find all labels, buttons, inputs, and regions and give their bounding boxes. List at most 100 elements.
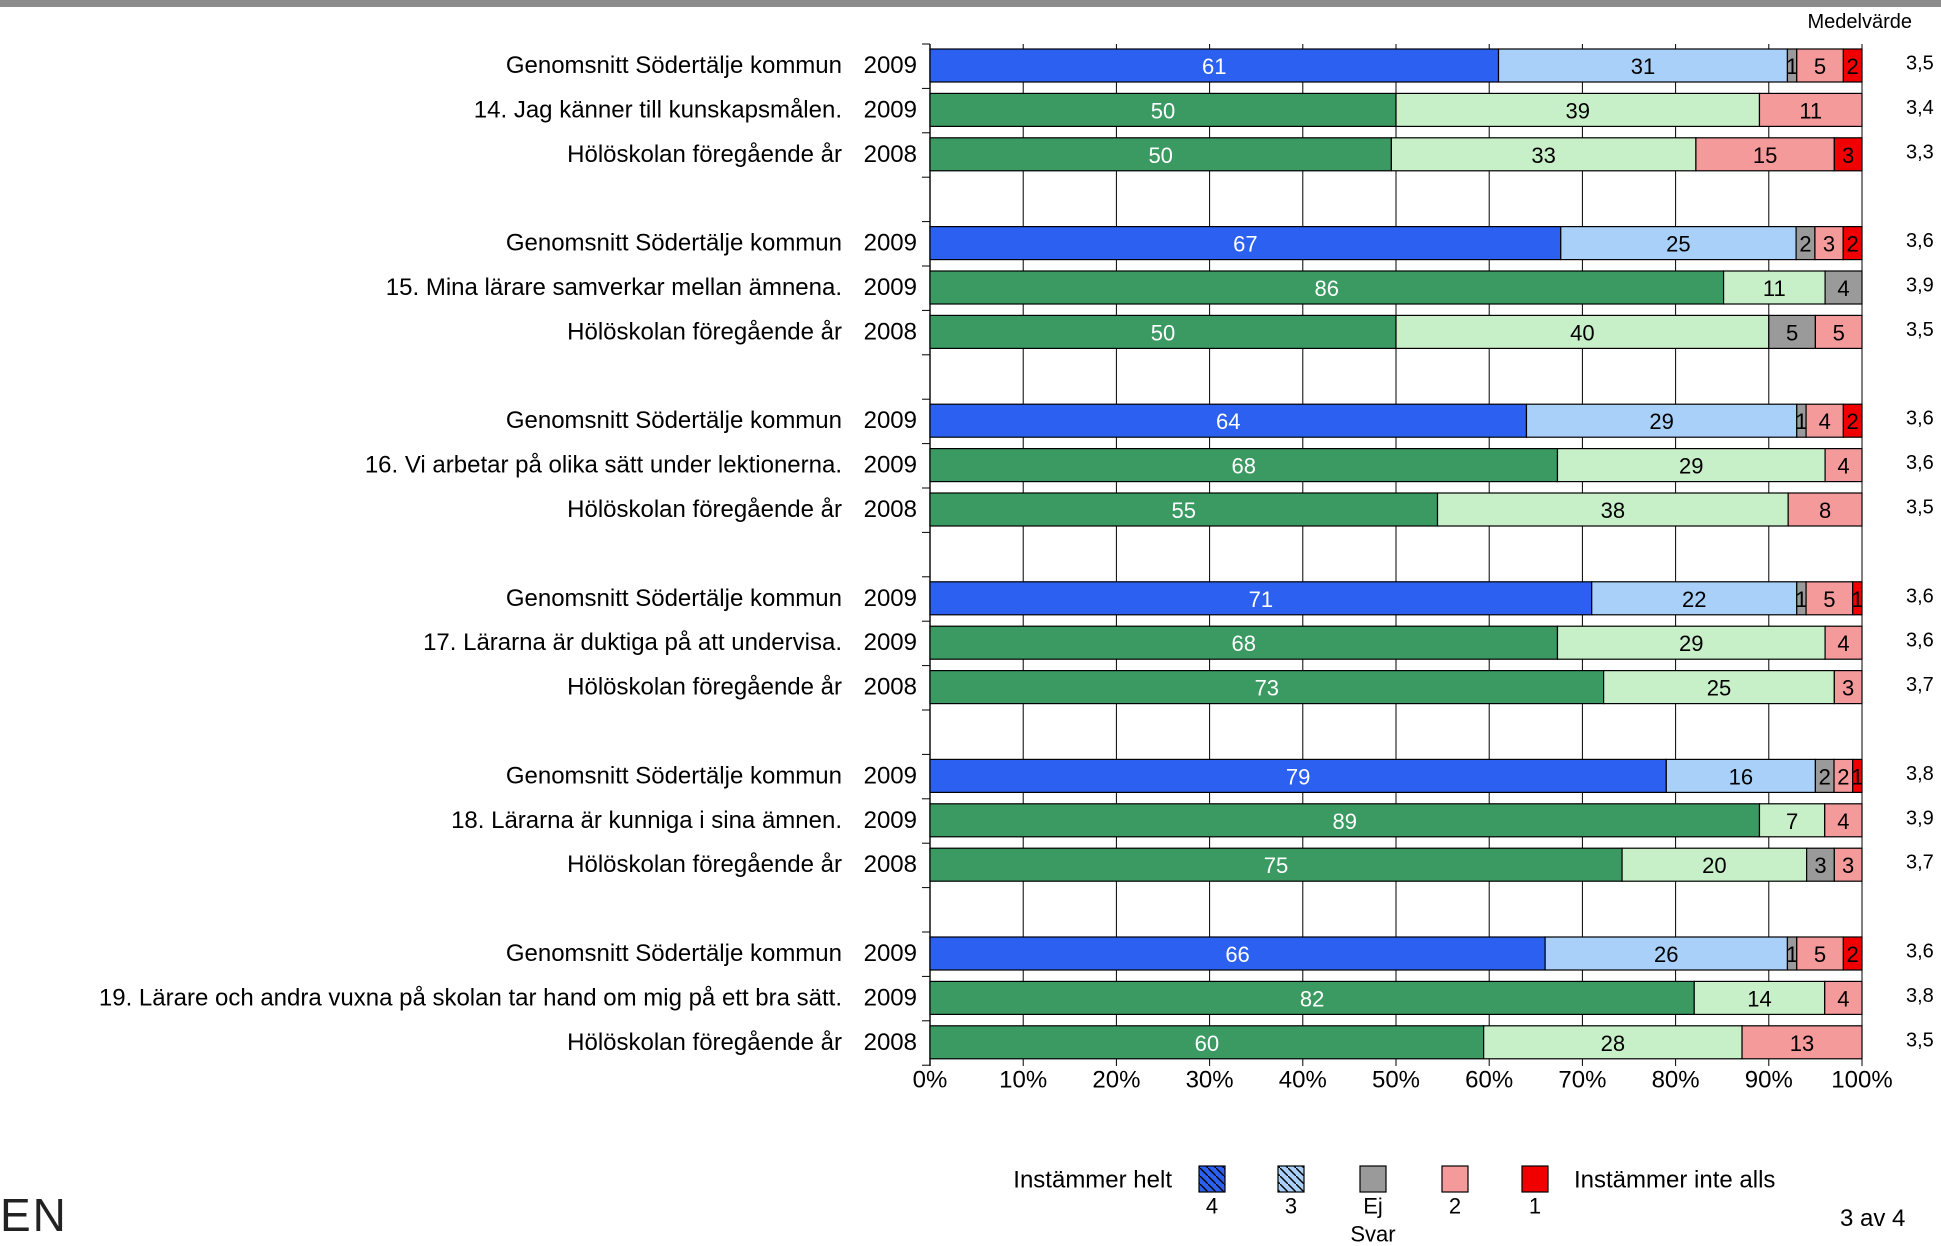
bar-segment <box>1852 581 1863 616</box>
row-year: 2008 <box>864 851 917 878</box>
legend-swatch-1 <box>1521 1165 1549 1193</box>
mean-value: 3,8 <box>1906 985 1934 1007</box>
bar-data-label: 55 <box>1172 498 1196 523</box>
bar-data-label: 5 <box>1814 942 1826 967</box>
bar-data-label: 4 <box>1837 276 1849 301</box>
legend-item-label: 2 <box>1449 1194 1461 1219</box>
row-label: 15. Mina lärare samverkar mellan ämnena. <box>386 274 842 301</box>
mean-value: 3,6 <box>1906 452 1934 474</box>
bar-data-label: 25 <box>1707 676 1731 701</box>
mean-value: 3,7 <box>1906 674 1934 696</box>
bar-data-label: 2 <box>1846 232 1858 257</box>
mean-value: 3,6 <box>1906 585 1934 607</box>
legend-swatch-2 <box>1441 1165 1469 1193</box>
bar-segment <box>929 803 1761 838</box>
bar-data-label: 2 <box>1847 942 1859 967</box>
bar-data-label: 5 <box>1823 587 1835 612</box>
mean-value: 3,5 <box>1906 53 1934 75</box>
row-label: 19. Lärare och andra vuxna på skolan tar… <box>99 984 842 1011</box>
bar-segment <box>1741 1025 1863 1060</box>
bar-segment <box>1796 48 1844 83</box>
bar-data-label: 11 <box>1799 98 1822 123</box>
bar-data-label: 73 <box>1255 676 1279 701</box>
bar-data-label: 4 <box>1837 454 1849 479</box>
bar-data-label: 75 <box>1264 853 1288 878</box>
row-year: 2009 <box>864 585 917 612</box>
mean-value: 3,5 <box>1906 497 1934 519</box>
bar-data-label: 25 <box>1666 232 1690 257</box>
legend-item-label: 1 <box>1529 1194 1541 1219</box>
bar-data-label: 1 <box>1795 587 1807 612</box>
bar-data-label: 3 <box>1842 853 1854 878</box>
row-year: 2008 <box>864 318 917 345</box>
row-label: 16. Vi arbetar på olika sätt under lekti… <box>365 452 842 479</box>
logo-fragment: EN <box>0 1189 68 1241</box>
bar-data-label: 50 <box>1151 98 1175 123</box>
bar-segment <box>1758 803 1826 838</box>
bar-segment <box>1842 936 1863 971</box>
bar-data-label: 1 <box>1786 942 1798 967</box>
page-number: 3 av 4 <box>1840 1205 1906 1232</box>
bar-segment <box>929 847 1623 882</box>
bar-data-label: 20 <box>1702 853 1726 878</box>
x-tick-label: 40% <box>1279 1067 1327 1094</box>
top-border <box>0 0 1941 7</box>
mean-value: 3,5 <box>1906 1029 1934 1051</box>
bar-data-label: 1 <box>1851 587 1863 612</box>
row-year: 2009 <box>864 762 917 789</box>
x-tick-label: 70% <box>1558 1067 1606 1094</box>
bar-segment <box>1591 581 1798 616</box>
bar-data-label: 3 <box>1842 143 1854 168</box>
bar-data-label: 40 <box>1570 320 1594 345</box>
bar-data-label: 66 <box>1225 942 1249 967</box>
mean-value: 3,6 <box>1906 230 1934 252</box>
bar-segment <box>1395 92 1761 128</box>
bar-segment <box>1842 403 1863 438</box>
bar-segment <box>1814 226 1844 261</box>
row-label: 17. Lärarna är duktiga på att undervisa. <box>423 629 842 656</box>
bar-segment <box>1796 936 1844 971</box>
bar-segment <box>1824 448 1863 483</box>
legend-item-label-2: Svar <box>1350 1222 1395 1246</box>
mean-value: 3,7 <box>1906 852 1934 874</box>
bar-data-label: 50 <box>1151 320 1175 345</box>
legend-item-label: 4 <box>1206 1194 1218 1219</box>
row-year: 2009 <box>864 96 917 123</box>
x-tick-label: 30% <box>1186 1067 1234 1094</box>
bar-segment <box>1560 226 1797 261</box>
bar-data-label: 60 <box>1195 1031 1219 1056</box>
bar-data-label: 31 <box>1631 54 1655 79</box>
bar-data-label: 4 <box>1837 809 1849 834</box>
x-tick-label: 50% <box>1372 1067 1420 1094</box>
bar-segment <box>1722 270 1826 305</box>
row-label: Hölöskolan föregående år <box>567 318 842 345</box>
bar-segment <box>929 226 1562 261</box>
bar-data-label: 3 <box>1814 853 1826 878</box>
row-year: 2008 <box>864 1029 917 1056</box>
bar-segment <box>1806 847 1835 882</box>
bar-data-label: 67 <box>1233 232 1257 257</box>
bar-segment <box>929 758 1667 794</box>
legend-left-label: Instämmer helt <box>1013 1167 1172 1194</box>
bar-data-label: 38 <box>1601 498 1625 523</box>
bar-segment <box>1603 669 1835 705</box>
bar-segment <box>1787 492 1863 527</box>
bar-data-label: 2 <box>1799 232 1811 257</box>
row-label: Hölöskolan föregående år <box>567 1029 842 1056</box>
bar-segment <box>929 1025 1485 1060</box>
bar-data-label: 14 <box>1747 986 1771 1011</box>
bar-segment <box>929 137 1392 172</box>
row-label: Genomsnitt Södertälje kommun <box>506 52 842 79</box>
bar-segment <box>929 314 1397 349</box>
x-tick-label: 80% <box>1652 1067 1700 1094</box>
mean-value: 3,4 <box>1906 97 1934 119</box>
bar-data-label: 4 <box>1819 409 1831 434</box>
bar-data-label: 7 <box>1786 809 1798 834</box>
bar-data-label: 29 <box>1679 454 1703 479</box>
mean-value: 3,6 <box>1906 630 1934 652</box>
bar-data-label: 86 <box>1315 276 1339 301</box>
row-label: Hölöskolan föregående år <box>567 496 842 523</box>
row-year: 2009 <box>864 274 917 301</box>
row-year: 2008 <box>864 496 917 523</box>
